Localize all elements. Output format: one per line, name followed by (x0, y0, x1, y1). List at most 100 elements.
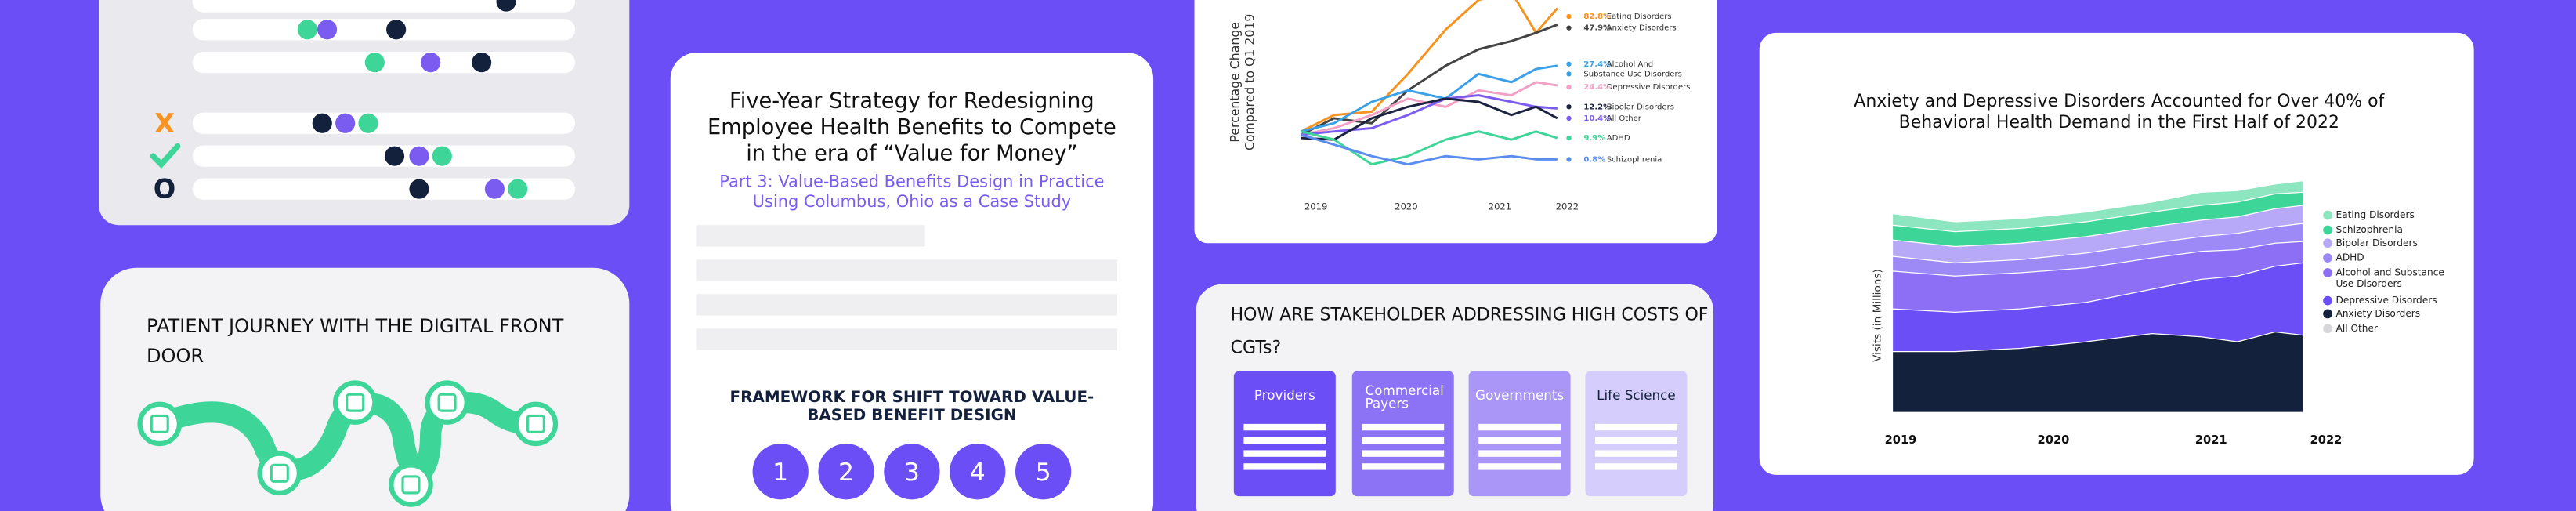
x-tick-label: 2019 (1304, 201, 1327, 212)
x-tick-label: 2020 (1395, 201, 1417, 212)
row-pill (192, 0, 576, 13)
text-line (1595, 463, 1677, 470)
journey-title: PATIENT JOURNEY WITH THE DIGITAL FRONT (147, 315, 564, 337)
icon-glyph (270, 463, 289, 483)
legend-swatch (2323, 295, 2332, 306)
y-axis-label: Percentage Change (1227, 22, 1242, 143)
dot (317, 20, 338, 40)
trend-label: ADHD (1607, 134, 1630, 143)
dot (472, 53, 492, 73)
area-title: Behavioral Health Demand in the First Ha… (1899, 113, 2339, 132)
trend-card (1194, 0, 1717, 244)
area-layer (1891, 331, 2304, 413)
legend-swatch (2323, 253, 2332, 263)
legend-label: Depressive Disorders (2336, 295, 2437, 306)
legend-swatch (2323, 309, 2332, 319)
x-tick-label: 2021 (2195, 433, 2227, 447)
trend-pct: 9.9% (1583, 134, 1605, 143)
trend-pct: 12.2% (1583, 103, 1611, 111)
placeholder-bar (696, 294, 1117, 316)
column-title: Commercial (1366, 382, 1444, 398)
decision-rows (192, 0, 576, 200)
mark-o: O (154, 174, 176, 205)
report-title: in the era of “Value for Money” (746, 142, 1077, 166)
journey-title: DOOR (147, 345, 204, 367)
step-circle (950, 444, 1006, 500)
report-title: Five-Year Strategy for Redesigning (729, 89, 1094, 113)
stakeholder-title: CGTs? (1231, 338, 1282, 357)
x-tick-label: 2022 (2310, 433, 2343, 447)
journey-icon (389, 462, 433, 507)
text-line (1478, 450, 1561, 457)
text-line (1478, 423, 1561, 431)
dot (386, 20, 407, 40)
dot (409, 146, 429, 166)
trend-label: Schizophrenia (1607, 155, 1662, 164)
report-subtitle: Part 3: Value-Based Benefits Design in P… (719, 172, 1104, 191)
journey-icon (513, 401, 559, 447)
step-number: 5 (1036, 458, 1051, 487)
legend-swatch (2323, 324, 2332, 334)
journey-icon (257, 451, 302, 496)
trend-line (1301, 133, 1558, 166)
trend-label: Anxiety Disorders (1607, 24, 1677, 33)
text-line (1243, 423, 1326, 431)
dot (364, 53, 385, 73)
dot (297, 20, 317, 40)
step-circle (884, 444, 940, 500)
text-line (1478, 437, 1561, 444)
text-line (1243, 463, 1326, 470)
line-end (1566, 115, 1572, 121)
dot (335, 113, 356, 133)
line-end (1566, 25, 1572, 31)
icon-glyph (346, 393, 365, 412)
dot (496, 0, 516, 12)
line-end (1566, 13, 1572, 20)
journey-icon (137, 401, 183, 447)
placeholder-bar (696, 225, 925, 247)
journey-icons (137, 380, 559, 507)
dot (484, 179, 505, 199)
line-end (1566, 61, 1572, 67)
legend-label: Alcohol and Substance (2336, 267, 2444, 278)
trend-label: Substance Use Disorders (1583, 70, 1681, 78)
check-icon (150, 143, 181, 169)
step-number: 2 (838, 458, 854, 487)
legend-swatch (2323, 210, 2332, 220)
trend-pct: 24.4% (1583, 83, 1611, 92)
stakeholder-columns: HOW ARE STAKEHOLDER ADDRESSING HIGH COST… (1231, 306, 1708, 497)
dot (312, 113, 332, 133)
text-line (1362, 450, 1445, 457)
column-title: Providers (1254, 387, 1315, 403)
text-line (1362, 423, 1445, 431)
row-pill (192, 145, 576, 167)
step-circle (752, 444, 809, 500)
area-chart: Anxiety and Depressive Disorders Account… (1854, 92, 2444, 447)
framework-title: FRAMEWORK FOR SHIFT TOWARD VALUE- (730, 388, 1094, 406)
legend-swatch (2323, 268, 2332, 277)
trend-line (1301, 24, 1558, 136)
journey-icon (332, 380, 378, 425)
legend-label: Use Disorders (2336, 278, 2402, 289)
text-line (1362, 463, 1445, 470)
dot (358, 113, 378, 133)
row-pill (192, 112, 576, 134)
legend-label: All Other (2336, 323, 2378, 334)
trend-label: Alcohol And (1607, 60, 1653, 69)
mark-x: X (154, 108, 175, 139)
report-subtitle: Using Columbus, Ohio as a Case Study (753, 192, 1072, 211)
row-pill (192, 178, 576, 200)
placeholder-bar (696, 259, 1117, 281)
column-title: Life Science (1597, 387, 1676, 403)
journey-icon (425, 380, 469, 425)
step-number: 3 (904, 458, 920, 487)
dot (421, 53, 441, 73)
report-title: Employee Health Benefits to Compete (707, 115, 1116, 140)
placeholder-bar (696, 328, 1117, 350)
line-end (1566, 135, 1572, 141)
line-end (1566, 157, 1572, 162)
trend-line (1301, 97, 1558, 141)
text-line (1595, 437, 1677, 444)
trend-label: All Other (1607, 114, 1642, 123)
